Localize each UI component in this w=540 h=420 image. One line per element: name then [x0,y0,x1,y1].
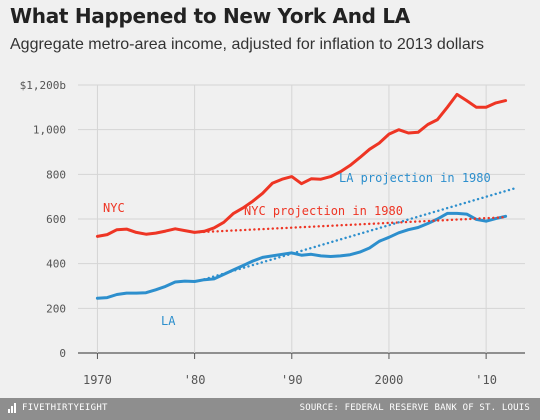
x-tick-label: 2000 [375,373,404,387]
y-tick-label: 800 [46,168,66,181]
line-chart: 0 200 400 600 800 1,000 $1,200b 1970 '80 '90 2000… [20,79,525,387]
x-tick-label: 1970 [83,373,112,387]
y-tick-label: 1,000 [33,124,66,137]
brand-name: FIVETHIRTYEIGHT [22,403,108,413]
series-line-nyc-projection-in-1980 [193,215,507,234]
y-tick-label: 200 [46,302,66,315]
series-line-nyc [95,92,508,238]
y-tick-labels: 0 200 400 600 800 1,000 $1,200b [20,79,66,360]
x-tick-label: '10 [475,373,497,387]
label-nyc: NYC [103,201,125,215]
y-tick-label: $1,200b [20,79,66,92]
series-line-la-projection-in-1980 [203,186,517,281]
footer-bar: FIVETHIRTYEIGHT SOURCE: FEDERAL RESERVE … [0,398,540,420]
brand: FIVETHIRTYEIGHT [8,403,108,413]
label-nyc-projection-in-1980: NYC projection in 1980 [244,204,403,218]
chart-subtitle: Aggregate metro-area income, adjusted fo… [10,36,485,53]
grid-lines [78,84,525,359]
series-labels: NYC LA NYC projection in 1980 LA projection… [103,171,491,328]
source-note: SOURCE: FEDERAL RESERVE BANK OF ST. LOUI… [299,403,530,413]
x-tick-label: '90 [281,373,303,387]
label-la-projection-in-1980: LA projection in 1980 [339,171,491,185]
fivethirtyeight-logo-icon [8,403,16,413]
y-tick-label: 0 [59,347,66,360]
chart-title: What Happened to New York And LA [10,4,410,28]
x-tick-label: '80 [184,373,206,387]
label-la: LA [161,314,176,328]
series-line-la [95,211,508,300]
y-tick-label: 400 [46,258,66,271]
y-tick-label: 600 [46,213,66,226]
series-lines [95,92,517,300]
x-tick-labels: 1970 '80 '90 2000 '10 [83,373,497,387]
